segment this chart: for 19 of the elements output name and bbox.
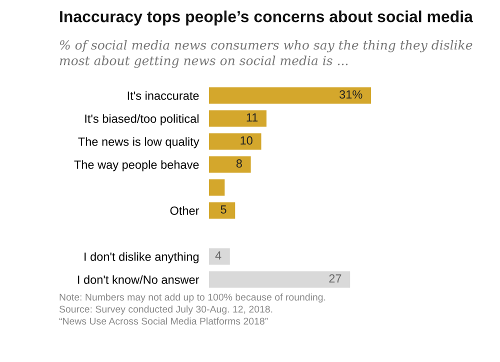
y-tick-label: It's biased/too political bbox=[85, 114, 198, 126]
data-label: 11 bbox=[246, 113, 258, 122]
y-tick-label: The way people behave bbox=[74, 160, 199, 172]
chart-title: Inaccuracy tops people’s concerns about social media bbox=[60, 10, 474, 26]
source-note: Source: Survey conducted July 30-Aug. 12, 2018. bbox=[59, 305, 272, 315]
y-tick-label: Other bbox=[170, 206, 200, 215]
y-tick-label: I don't dislike anything bbox=[84, 252, 199, 264]
text: Note: Numbers may not add up to 100% because of rounding. bbox=[60, 293, 326, 303]
data-label: 27 bbox=[329, 274, 342, 283]
chart-subtitle: % of social media news consumers who say the thing they dislike most about getting news on social media is ... bbox=[60, 40, 472, 68]
y-tick-label: It's inaccurate bbox=[128, 91, 199, 100]
data-label: 5 bbox=[220, 205, 226, 214]
data-label: 10 bbox=[240, 136, 252, 145]
y-tick-label: The news is low quality bbox=[78, 137, 200, 148]
data-label: 4 bbox=[215, 251, 222, 260]
y-tick-label: I don't know/No answer bbox=[78, 275, 200, 284]
data-label: 31% bbox=[339, 90, 362, 99]
text: “News Use Across Social Media Platforms 2018” bbox=[59, 317, 268, 325]
data-label: 8 bbox=[236, 159, 242, 168]
